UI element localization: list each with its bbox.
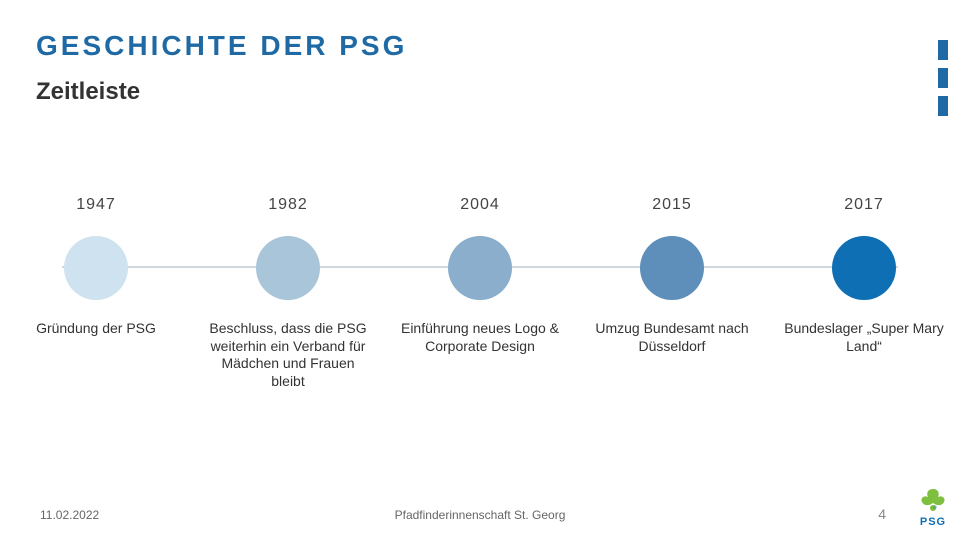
accent-block-2 [938, 68, 948, 88]
timeline-year-col: 1982 [201, 196, 376, 214]
timeline-desc: Umzug Bundesamt nach Düsseldorf [587, 320, 757, 355]
timeline-years-row: 1947 1982 2004 2015 2017 [0, 196, 960, 214]
timeline-year-col: 2004 [393, 196, 568, 214]
trefoil-icon [918, 486, 948, 514]
timeline-year-label: 2017 [844, 196, 884, 214]
timeline-circle-wrap [201, 236, 376, 300]
accent-block-1 [938, 40, 948, 60]
timeline-desc-col: Einführung neues Logo & Corporate Design [393, 320, 568, 390]
timeline-desc-col: Gründung der PSG [9, 320, 184, 390]
psg-logo: PSG [918, 486, 948, 528]
footer-page-number: 4 [878, 506, 886, 522]
timeline-year-label: 1947 [76, 196, 116, 214]
timeline-year-label: 2015 [652, 196, 692, 214]
footer-organization: Pfadfinderinnenschaft St. Georg [0, 508, 960, 522]
timeline-year-label: 1982 [268, 196, 308, 214]
timeline-circle-wrap [9, 236, 184, 300]
page-title: GESCHICHTE DER PSG [36, 30, 407, 62]
timeline-desc-col: Bundeslager „Super Mary Land“ [777, 320, 952, 390]
page-subtitle: Zeitleiste [36, 78, 140, 106]
accent-block-3 [938, 96, 948, 116]
timeline-circle-wrap [585, 236, 760, 300]
timeline-desc-col: Beschluss, dass die PSG weiterhin ein Ve… [201, 320, 376, 390]
timeline-desc: Gründung der PSG [36, 320, 156, 338]
slide: GESCHICHTE DER PSG Zeitleiste 1947 1982 … [0, 0, 960, 540]
timeline-year-col: 1947 [9, 196, 184, 214]
timeline-circle [256, 236, 320, 300]
timeline-circle [448, 236, 512, 300]
timeline-year-col: 2015 [585, 196, 760, 214]
timeline-circle [640, 236, 704, 300]
timeline-circle-wrap [393, 236, 568, 300]
timeline-year-col: 2017 [777, 196, 952, 214]
timeline-descs-row: Gründung der PSG Beschluss, dass die PSG… [0, 320, 960, 390]
timeline-circle-wrap [777, 236, 952, 300]
timeline-circle [832, 236, 896, 300]
timeline-desc-col: Umzug Bundesamt nach Düsseldorf [585, 320, 760, 390]
logo-text: PSG [920, 516, 946, 528]
corner-accent-blocks [938, 40, 948, 116]
timeline-circle [64, 236, 128, 300]
timeline-circles-row [0, 236, 960, 300]
timeline-year-label: 2004 [460, 196, 500, 214]
timeline-desc: Einführung neues Logo & Corporate Design [395, 320, 565, 355]
timeline-desc: Beschluss, dass die PSG weiterhin ein Ve… [203, 320, 373, 390]
timeline-desc: Bundeslager „Super Mary Land“ [779, 320, 949, 355]
